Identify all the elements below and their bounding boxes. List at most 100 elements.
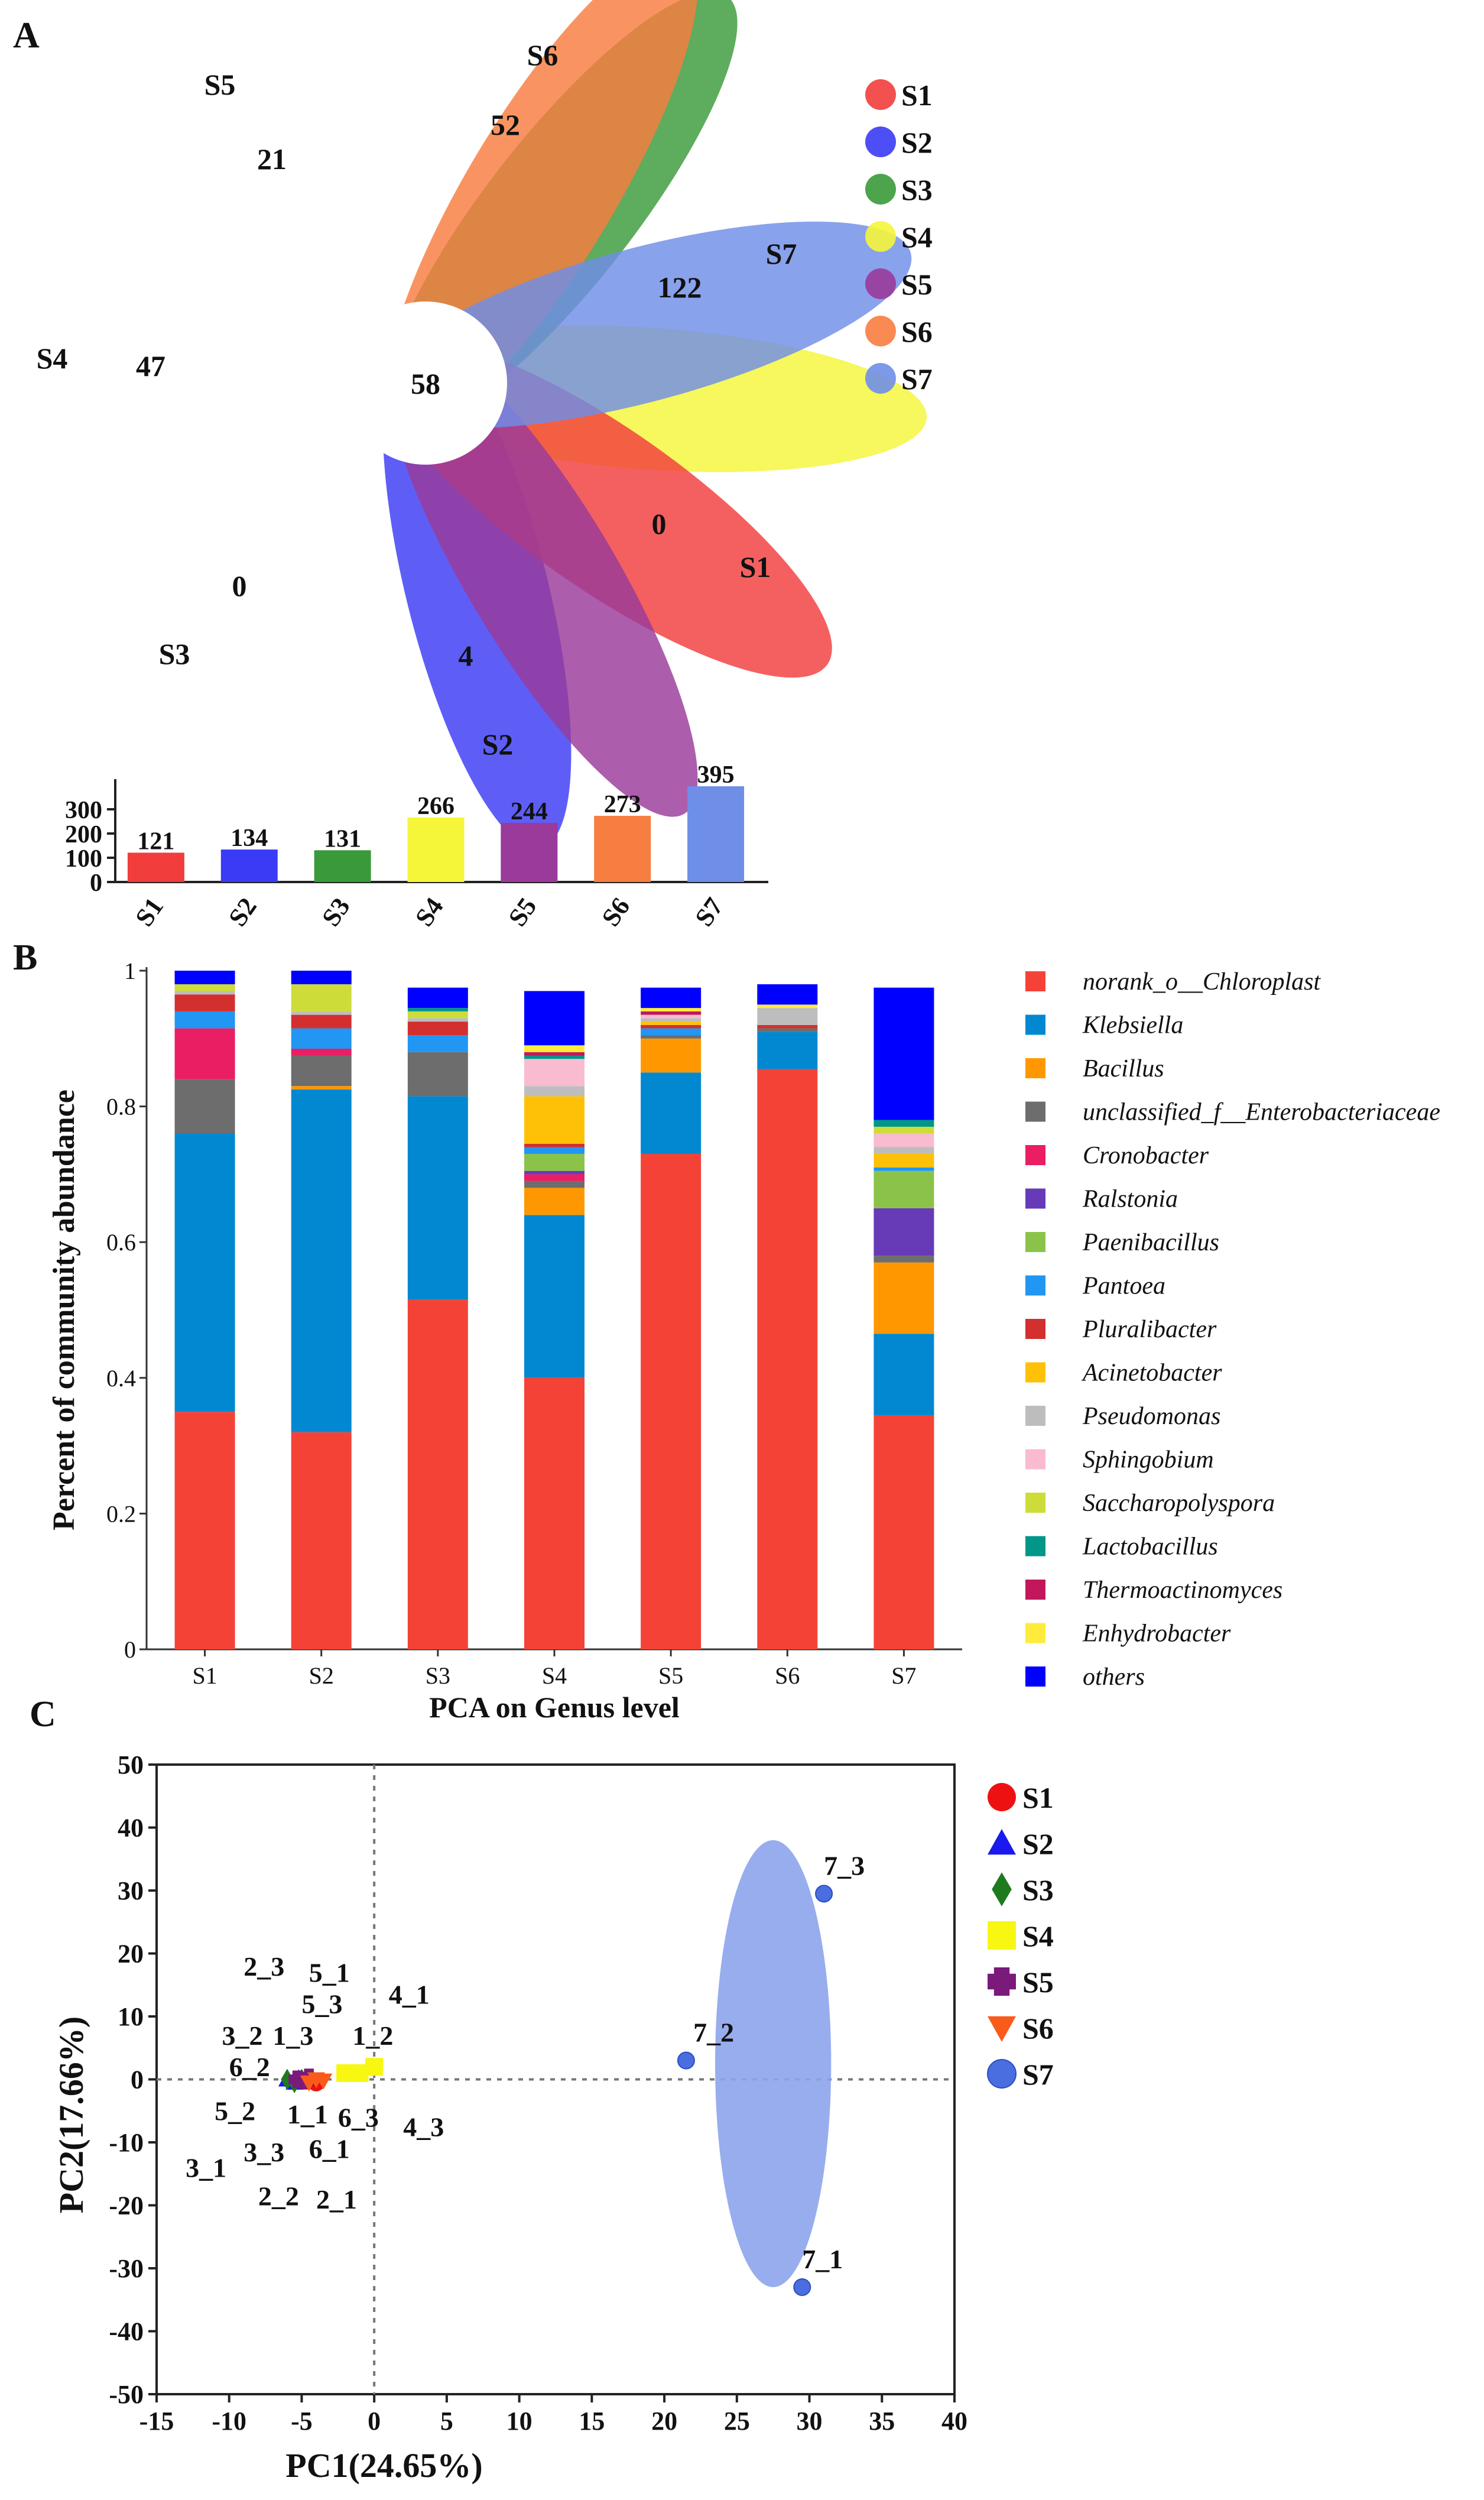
stacked-segment-s6-10 [757, 1008, 818, 1025]
genus-legend-label-14: Thermoactinomyces [1083, 1577, 1282, 1604]
legend-label-s6: S6 [901, 315, 933, 348]
pca-x-tick-label: 15 [579, 2407, 605, 2436]
pca-point-label: 2_1 [316, 2184, 357, 2214]
pca-point-label: 2_2 [258, 2181, 299, 2212]
stacked-segment-s1-1 [174, 1133, 235, 1412]
genus-legend-label-1: Klebsiella [1082, 1012, 1183, 1039]
stacked-segment-s7-10 [873, 1147, 934, 1154]
legend-label-s5: S5 [901, 268, 933, 301]
genus-legend-swatch-4 [1025, 1145, 1045, 1165]
pca-legend: S1 S2 S3 S4 S5 S6 S7 [987, 1781, 1054, 2091]
genus-legend-label-13: Lactobacillus [1082, 1533, 1218, 1561]
stacked-x-label-s5: S5 [658, 1662, 683, 1689]
totals-y-tick-label: 300 [65, 797, 102, 824]
genus-legend-label-3: unclassified_f__Enterobacteriaceae [1083, 1099, 1440, 1126]
totals-bar-s2 [220, 849, 278, 882]
stacked-segment-s5-0 [641, 1153, 702, 1649]
stacked-segment-s3-1 [407, 1096, 468, 1300]
genus-legend-swatch-13 [1025, 1536, 1045, 1557]
stacked-segment-s7-13 [873, 1120, 934, 1127]
genus-legend-swatch-11 [1025, 1449, 1045, 1470]
pca-s7-ellipse [715, 1840, 832, 2287]
stacked-y-tick-label: 0.4 [106, 1365, 136, 1392]
pca-y-tick-label: -10 [109, 2128, 144, 2157]
legend-label-s4: S4 [901, 221, 933, 254]
genus-legend-label-8: Pluralibacter [1082, 1316, 1217, 1343]
pca-x-tick-label: 40 [941, 2407, 967, 2436]
legend-marker-s6 [865, 316, 896, 346]
venn-unique-count-s1: 0 [652, 507, 667, 540]
genus-legend-label-16: others [1083, 1664, 1145, 1691]
pca-legend-marker-s1 [988, 1783, 1016, 1811]
totals-x-label-s5: S5 [503, 893, 543, 932]
legend-label-s2: S2 [901, 126, 933, 159]
genus-legend-label-11: Sphingobium [1083, 1447, 1214, 1474]
genus-legend-swatch-0 [1025, 971, 1045, 991]
pca-x-tick-label: 30 [797, 2407, 823, 2436]
stacked-segment-s2-16 [291, 971, 352, 984]
legend-marker-s2 [865, 127, 896, 157]
totals-bar-value-s5: 244 [511, 798, 548, 825]
stacked-segment-s4-5 [524, 1170, 584, 1175]
totals-x-label-s4: S4 [410, 893, 449, 932]
pca-point-label: 3_3 [243, 2137, 284, 2167]
venn-petal-label-s5: S5 [204, 68, 236, 101]
stacked-segment-s6-3 [757, 1028, 818, 1032]
venn-petal-label-s3: S3 [159, 637, 190, 670]
stacked-segment-s7-0 [873, 1415, 934, 1649]
pca-x-axis-title: PC1(24.65%) [285, 2446, 482, 2485]
venn-unique-count-s4: 47 [136, 349, 165, 382]
totals-x-label-s1: S1 [129, 893, 169, 932]
stacked-segment-s4-7 [524, 1147, 584, 1154]
genus-legend-swatch-3 [1025, 1101, 1045, 1122]
genus-legend-swatch-12 [1025, 1493, 1045, 1513]
totals-bar-s1 [127, 852, 184, 882]
stacked-segment-s6-8 [757, 1024, 818, 1029]
stacked-segment-s6-15 [757, 1004, 818, 1009]
genus-legend-label-10: Pseudomonas [1082, 1403, 1220, 1430]
stacked-segment-s2-12 [291, 984, 352, 1011]
genus-legend-label-7: Pantoea [1082, 1273, 1165, 1300]
pca-point-s6 [307, 2072, 325, 2089]
totals-x-label-s3: S3 [316, 893, 356, 932]
pca-point-label: 5_3 [301, 1989, 342, 2019]
legend-marker-s1 [865, 79, 896, 110]
stacked-segment-s2-3 [291, 1055, 352, 1087]
genus-legend-swatch-5 [1025, 1188, 1045, 1209]
genus-legend-label-2: Bacillus [1083, 1055, 1164, 1082]
pca-scatter-chart: -15 -10 -5 0 5 10 15 20 25 30 35 40-50-40-30-20-100… [52, 1750, 967, 2485]
stacked-segment-s5-10 [641, 1018, 702, 1022]
stacked-segment-s7-7 [873, 1167, 934, 1171]
stacked-segment-s3-12 [407, 1011, 468, 1019]
venn-flower-chart: 0 S1 4 S2 0 S3 47 S4 21 S5 52 S6 122 S7 58 [37, 0, 927, 848]
pca-point-label: 3_2 [222, 2021, 262, 2051]
totals-x-label-s6: S6 [596, 893, 636, 932]
genus-legend-label-15: Enhydrobacter [1082, 1620, 1231, 1648]
stacked-segment-s1-7 [174, 1011, 235, 1029]
venn-petal-label-s2: S2 [482, 728, 514, 761]
pca-y-tick-label: -20 [109, 2191, 144, 2220]
stacked-segment-s5-9 [641, 1022, 702, 1025]
venn-unique-count-s3: 0 [232, 569, 247, 602]
stacked-y-tick-label: 0.8 [106, 1094, 136, 1120]
pca-y-tick-label: -30 [109, 2254, 144, 2283]
stacked-segment-s1-4 [174, 1028, 235, 1079]
totals-bar-s5 [501, 822, 558, 882]
stacked-segment-s7-11 [873, 1133, 934, 1147]
stacked-segment-s3-3 [407, 1052, 468, 1097]
pca-point-s3 [281, 2068, 294, 2090]
totals-bar-value-s6: 273 [604, 791, 641, 818]
pca-point-label: 5_2 [215, 2096, 255, 2126]
pca-legend-marker-s5 [988, 1967, 1016, 1996]
pca-point-label: 7_2 [693, 2018, 734, 2048]
stacked-y-axis-title: Percent of community abundance [47, 1090, 81, 1531]
totals-bar-value-s3: 131 [324, 825, 361, 852]
genus-legend-swatch-1 [1025, 1014, 1045, 1035]
stacked-segment-s1-12 [174, 984, 235, 991]
totals-y-tick-label: 200 [65, 821, 102, 848]
stacked-y-tick-label: 0.6 [106, 1229, 136, 1256]
pca-legend-marker-s6 [988, 2016, 1016, 2042]
pca-point-s7 [677, 2051, 695, 2070]
legend-marker-s3 [865, 174, 896, 205]
pca-legend-label-s4: S4 [1022, 1919, 1054, 1953]
